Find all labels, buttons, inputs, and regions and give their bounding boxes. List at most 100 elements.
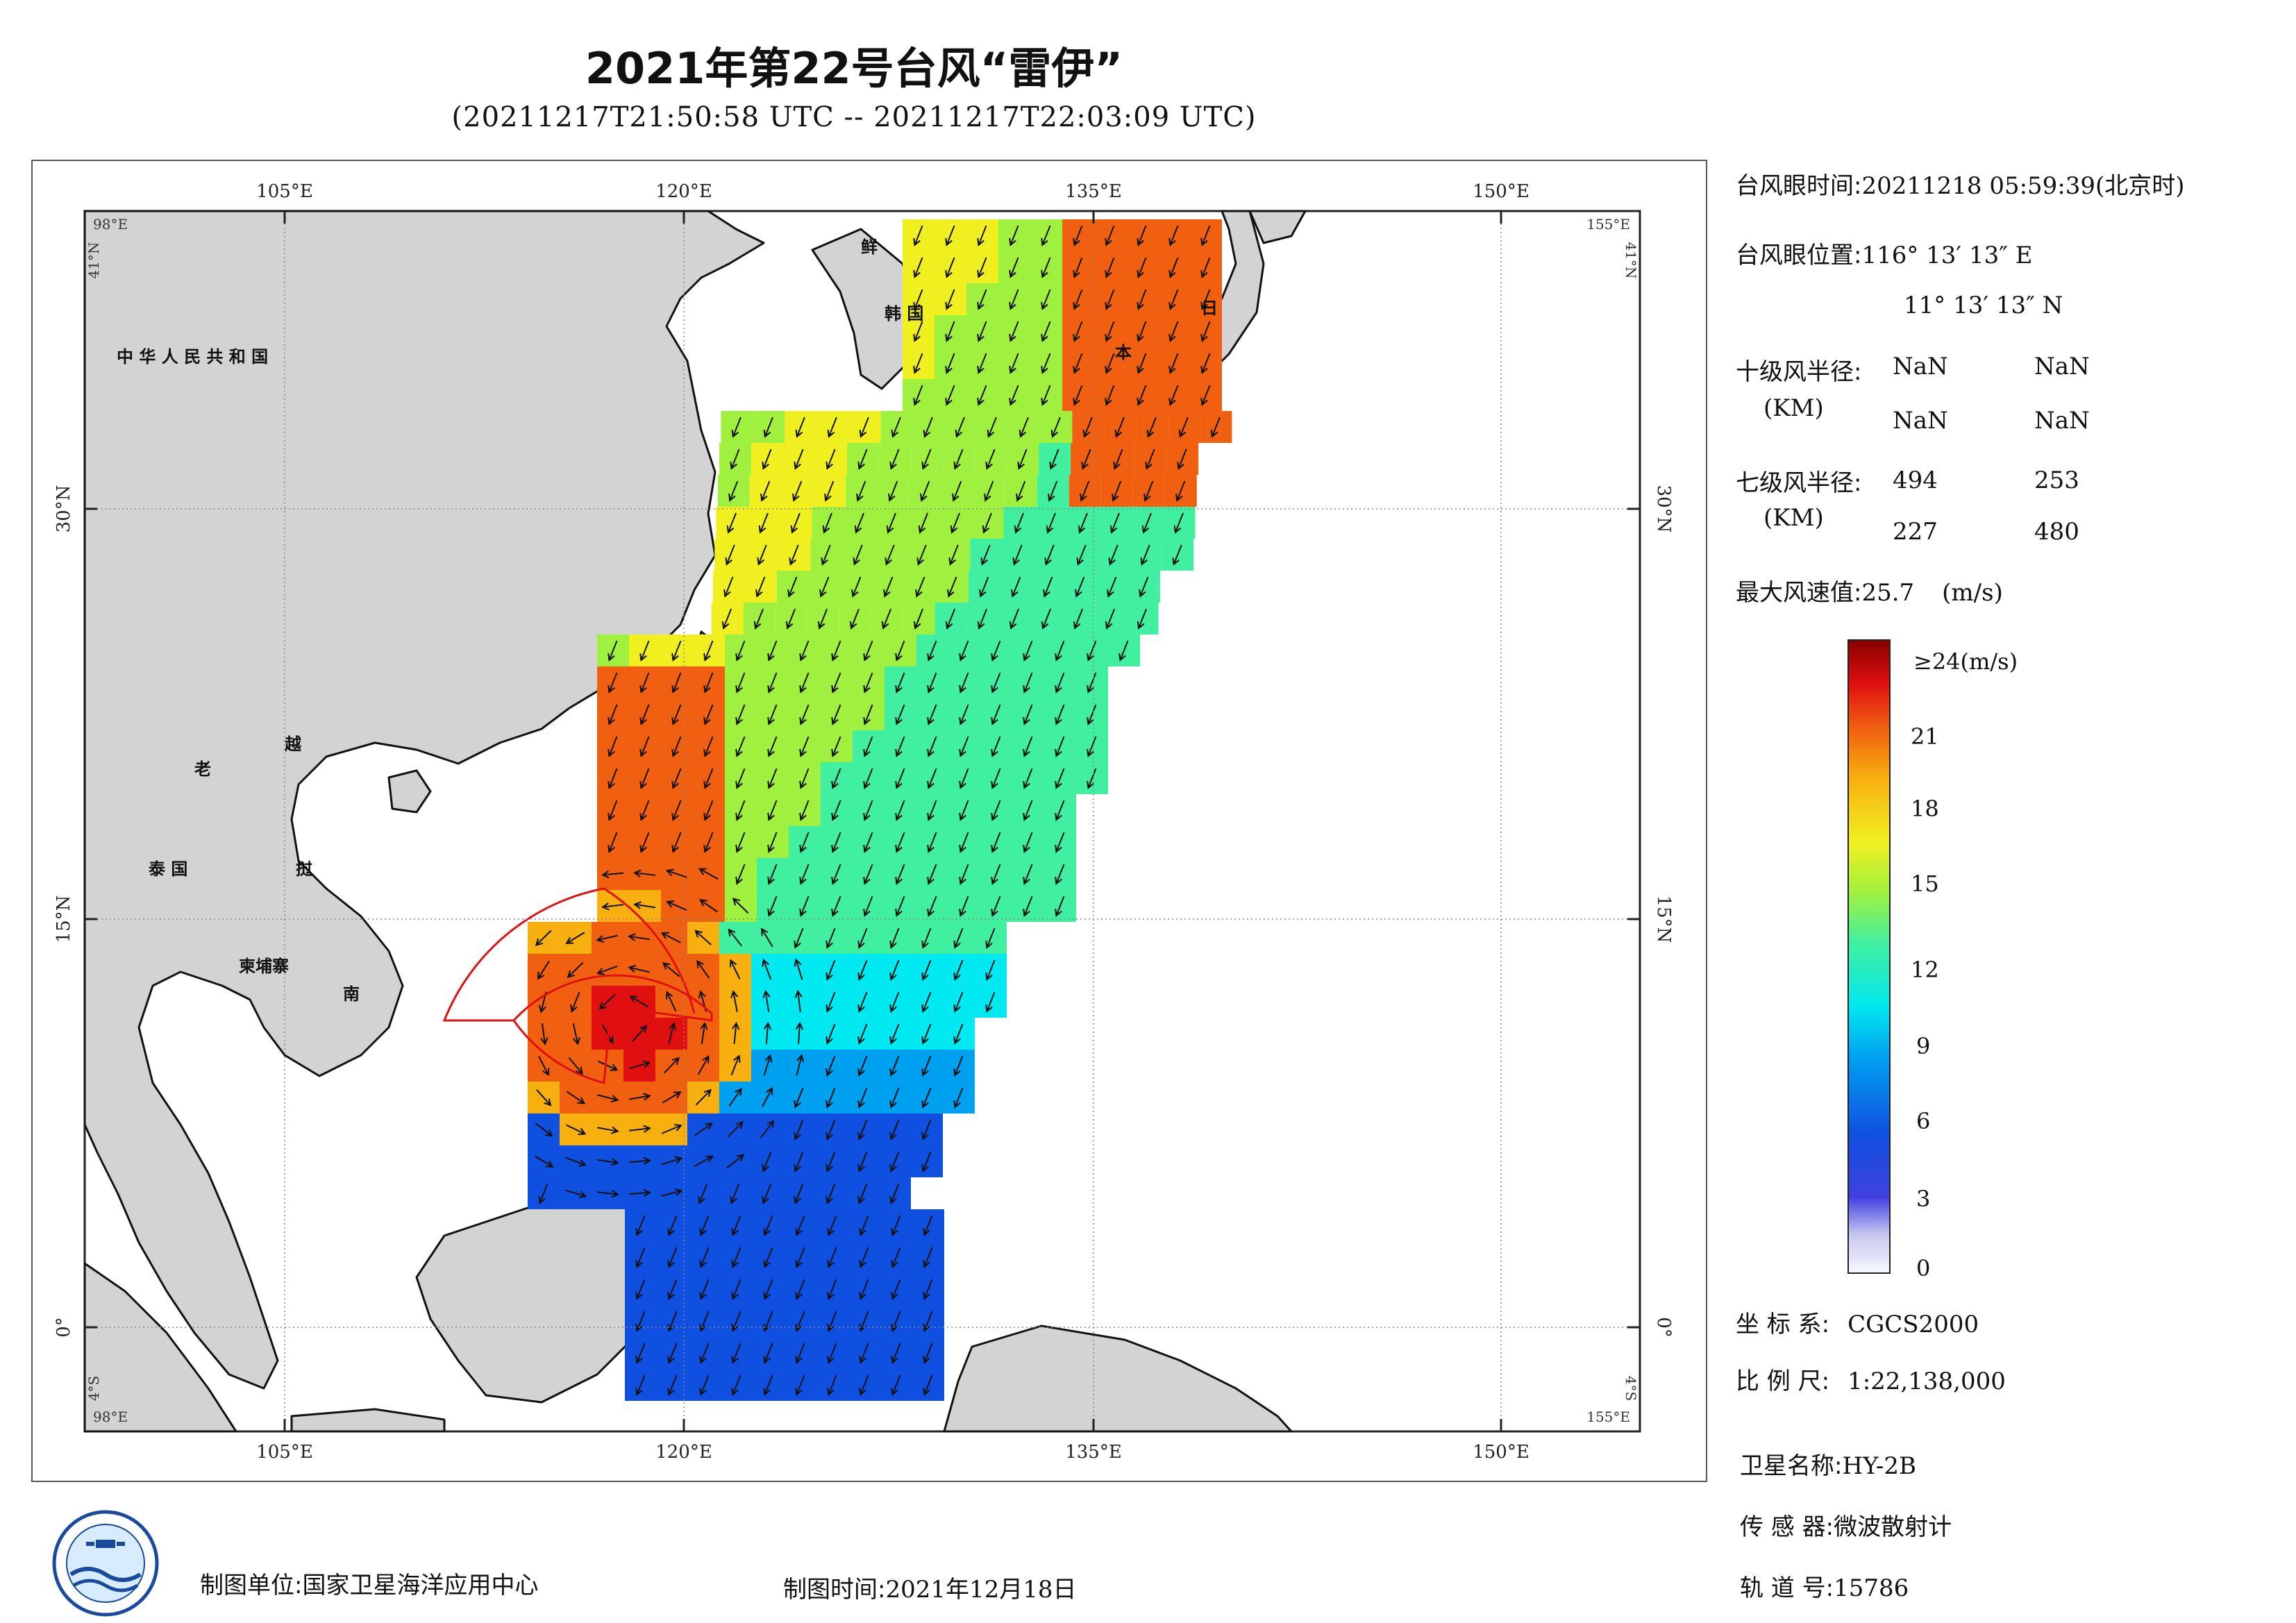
wind-arrow (794, 927, 804, 949)
wind-arrow (982, 512, 992, 534)
wind-arrow (698, 868, 719, 880)
wind-arrow (639, 800, 650, 821)
wind-arrow (662, 961, 680, 977)
wind-arrow (831, 640, 841, 662)
wind-arrow (762, 1183, 772, 1204)
wind-arrow (885, 544, 895, 566)
wind-arrow (889, 991, 900, 1013)
wind-arrow (857, 448, 868, 470)
wind-arrow (763, 1374, 773, 1396)
wind-arrow (1055, 736, 1065, 757)
wind-arrow (921, 991, 932, 1013)
wind-arrow (730, 1054, 741, 1076)
wind-arrow (1073, 225, 1083, 246)
wind-arrow (1050, 417, 1061, 438)
r10-value-se: NaN (2034, 353, 2090, 380)
wind-arrow (1137, 385, 1147, 406)
wind-arrow (762, 959, 772, 980)
wind-arrow (601, 870, 624, 879)
lon-tick-label-top: 105°E (256, 181, 313, 202)
wind-arrow (628, 1188, 652, 1197)
wind-arrow (913, 257, 923, 278)
wind-arrow (1087, 704, 1097, 725)
max-wind-unit: (m/s) (1942, 579, 2003, 607)
wind-arrow (945, 321, 955, 342)
wind-arrow (923, 1279, 933, 1300)
wind-arrow (1023, 832, 1033, 853)
wind-arrow (762, 1086, 773, 1107)
wind-arrow (565, 1157, 587, 1167)
wind-arrow (660, 932, 681, 943)
r7-value-se: 253 (2034, 466, 2079, 494)
wind-arrow (857, 1119, 868, 1141)
wind-arrow (1112, 480, 1122, 502)
country-label-laos-2: 挝 (296, 859, 313, 879)
wind-arrow (671, 832, 682, 853)
corner-label: 98°E (93, 1408, 128, 1425)
colorbar (1847, 639, 1891, 1274)
wind-arrow (629, 1093, 651, 1101)
sensor-label: 传 感 器: (1740, 1513, 1834, 1541)
wind-arrow (927, 800, 937, 821)
wind-arrow (857, 1151, 868, 1172)
wind-arrow (959, 640, 969, 662)
wind-arrow (853, 544, 863, 566)
lat-tick-label-right: 30°N (1653, 485, 1674, 533)
wind-arrow (635, 1374, 646, 1396)
r7-value-ne: 494 (1893, 466, 1938, 494)
wind-arrow (1075, 576, 1085, 598)
wind-arrow (1009, 385, 1019, 406)
lon-tick-label-bottom: 105°E (256, 1442, 313, 1463)
wind-arrow (1108, 544, 1118, 566)
map-frame (31, 160, 1707, 1482)
wind-arrow (1023, 768, 1033, 789)
eye-time-row: 台风眼时间:20211218 05:59:39(北京时) (1736, 167, 2185, 201)
wind-arrow (790, 512, 801, 534)
wind-arrow (607, 672, 618, 693)
wind-arrow (831, 864, 841, 885)
r10-value-ne: NaN (1893, 353, 1948, 380)
wind-arrow (826, 1055, 836, 1077)
wind-arrow (697, 1055, 710, 1075)
sensor-row: 传 感 器:微波散射计 (1740, 1508, 1952, 1542)
wind-arrow (767, 736, 778, 757)
wind-arrow (703, 672, 714, 693)
wind-arrow (567, 961, 584, 978)
wind-arrow (728, 928, 743, 947)
wind-arrow (889, 959, 900, 981)
wind-arrow (1009, 257, 1019, 278)
wind-arrow (671, 640, 682, 662)
producer-row: 制图单位:国家卫星海洋应用中心 (200, 1566, 538, 1600)
wind-arrow (629, 995, 649, 1008)
wind-arrow (857, 927, 868, 949)
wind-arrow (767, 768, 778, 789)
wind-arrow (671, 768, 682, 789)
wind-arrow (863, 672, 873, 693)
orbit-label: 轨 道 号: (1740, 1574, 1834, 1602)
wind-arrow (826, 1087, 836, 1109)
wind-arrow (1055, 800, 1065, 821)
wind-arrow (762, 1151, 772, 1172)
wind-arrow (696, 959, 710, 979)
wind-arrow (945, 353, 955, 374)
wind-arrow (1200, 385, 1211, 406)
wind-arrow (671, 800, 682, 821)
wind-arrow (827, 1343, 837, 1364)
wind-arrow (568, 1057, 583, 1075)
r7-value-sw: 227 (1893, 518, 1938, 546)
wind-arrow (795, 417, 805, 438)
wind-arrow (699, 1374, 710, 1396)
wind-arrow (1200, 257, 1211, 278)
wind-arrow (817, 608, 828, 630)
wind-arrow (661, 1156, 683, 1166)
wind-arrow (787, 576, 798, 598)
wind-arrow (699, 1343, 710, 1364)
country-label-japan: 日 (1201, 298, 1218, 318)
wind-arrow (731, 1343, 741, 1364)
wind-arrow (1048, 480, 1058, 502)
wind-arrow (1055, 768, 1065, 789)
wind-arrow (635, 1311, 646, 1332)
wind-arrow (1009, 289, 1019, 310)
wind-arrow (1023, 672, 1033, 693)
lat-tick-label-right: 15°N (1653, 895, 1674, 943)
